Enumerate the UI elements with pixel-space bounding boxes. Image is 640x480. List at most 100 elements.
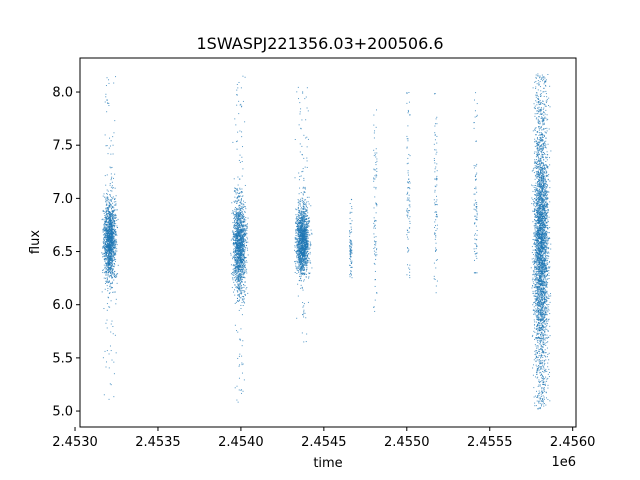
data-point (235, 268, 237, 270)
data-point (109, 286, 111, 288)
data-point (109, 231, 111, 233)
data-point (107, 232, 109, 234)
data-point (298, 279, 300, 281)
data-point (108, 249, 110, 251)
data-point (103, 239, 105, 241)
data-point (110, 243, 112, 245)
data-point (108, 353, 110, 355)
data-point (239, 226, 241, 228)
data-point (297, 244, 299, 246)
data-point (111, 232, 113, 234)
data-point (308, 272, 310, 274)
data-point (109, 251, 111, 253)
data-point (306, 263, 308, 265)
data-point (242, 214, 244, 216)
data-point (235, 234, 237, 236)
data-point (242, 195, 244, 197)
data-point (109, 266, 111, 268)
data-point (246, 224, 248, 226)
data-point (234, 260, 236, 262)
data-point (242, 245, 244, 247)
data-point (239, 293, 241, 295)
data-point (297, 86, 299, 88)
data-point (231, 273, 233, 275)
data-point (238, 223, 240, 225)
data-point (241, 214, 243, 215)
data-point (298, 200, 300, 202)
data-point (106, 253, 108, 255)
data-point (114, 232, 116, 234)
data-point (298, 268, 300, 270)
data-point (236, 399, 238, 401)
data-point (115, 209, 117, 211)
data-point (298, 245, 300, 247)
data-point (475, 272, 477, 274)
data-point (301, 145, 303, 147)
data-point (237, 232, 239, 234)
data-point (109, 243, 111, 245)
data-point (300, 253, 302, 255)
data-point (237, 200, 239, 202)
data-point (238, 244, 240, 246)
data-point (434, 123, 436, 125)
data-point (107, 269, 109, 271)
data-point (303, 213, 305, 215)
data-point (108, 260, 110, 262)
data-point (234, 249, 236, 251)
data-point (299, 240, 301, 242)
data-point (104, 226, 106, 228)
data-point (245, 234, 247, 236)
data-point (350, 256, 352, 258)
data-point (295, 239, 297, 241)
data-point (239, 250, 241, 252)
data-point (407, 251, 409, 253)
data-point (304, 234, 306, 236)
data-point (376, 158, 378, 160)
data-point (376, 292, 378, 294)
data-point (238, 389, 240, 391)
data-point (301, 232, 303, 234)
data-point (406, 209, 408, 211)
data-point (239, 247, 241, 249)
data-point (239, 267, 241, 269)
data-point (406, 208, 408, 210)
data-point (111, 187, 113, 189)
data-point (434, 139, 436, 141)
data-point (102, 218, 104, 220)
data-point (114, 217, 116, 219)
data-point (309, 241, 311, 243)
data-point (305, 201, 307, 203)
data-point (106, 238, 108, 239)
data-point (114, 241, 116, 243)
data-point (238, 288, 240, 290)
data-point (103, 394, 105, 396)
data-point (233, 239, 235, 241)
data-point (304, 242, 306, 244)
data-point (244, 271, 246, 273)
data-point (299, 266, 301, 268)
data-point (235, 286, 237, 288)
data-point (406, 163, 408, 165)
data-point (235, 124, 237, 126)
data-point (240, 293, 242, 295)
data-point (105, 322, 107, 324)
data-point (244, 229, 246, 231)
data-point (351, 211, 353, 213)
data-point (302, 269, 304, 271)
data-point (108, 250, 110, 251)
data-point (407, 172, 409, 174)
data-point (434, 232, 436, 234)
data-point (407, 109, 409, 111)
data-point (108, 238, 110, 240)
data-point (245, 219, 247, 221)
data-point (244, 261, 246, 263)
data-point (236, 212, 238, 214)
data-point (306, 136, 308, 138)
data-point (240, 199, 242, 201)
data-point (102, 269, 104, 271)
data-point (240, 328, 242, 330)
data-point (296, 266, 298, 268)
data-point (305, 213, 307, 215)
data-point (112, 269, 114, 271)
data-point (109, 272, 111, 274)
